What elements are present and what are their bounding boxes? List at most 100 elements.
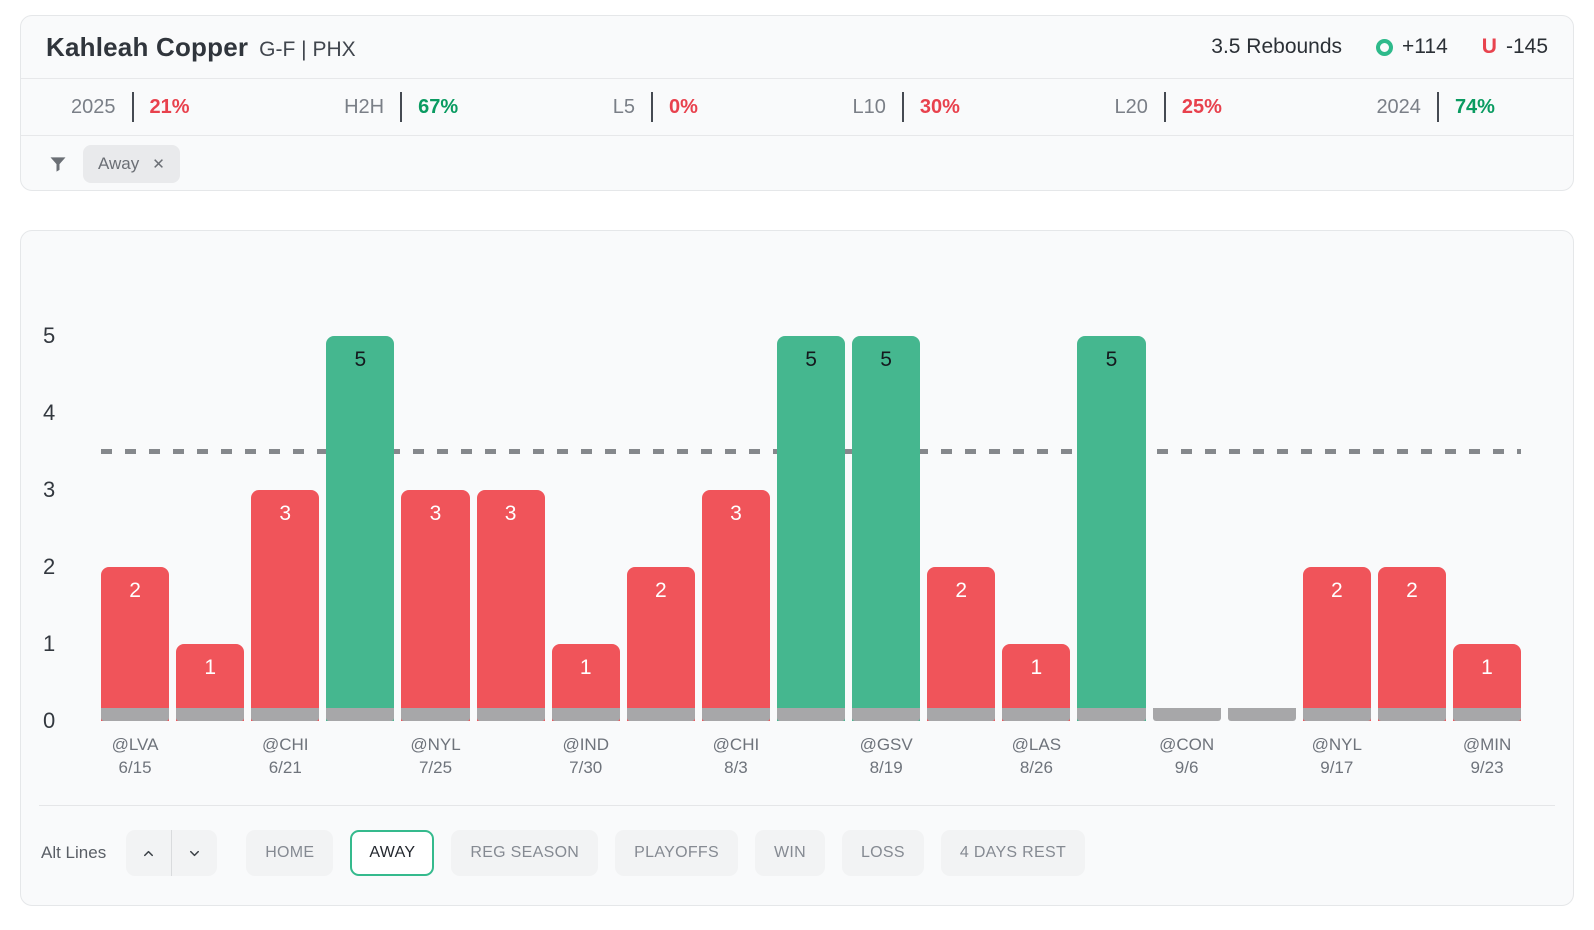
date-label bbox=[176, 756, 244, 779]
player-identity: Kahleah Copper G-F | PHX bbox=[46, 32, 356, 63]
game-bar-chi-6-21[interactable]: 3 bbox=[251, 271, 320, 721]
divider bbox=[39, 805, 1555, 806]
bar-segment: 2 bbox=[927, 567, 996, 721]
filter-row: Away ✕ bbox=[21, 136, 1573, 191]
y-axis: 0 1 2 3 4 5 bbox=[39, 271, 101, 733]
x-label-chi-6-21: @CHI 6/21 bbox=[251, 733, 319, 779]
bar-base bbox=[326, 708, 395, 721]
bar-base bbox=[1077, 708, 1146, 721]
bar-base bbox=[401, 708, 470, 721]
x-label-empty bbox=[477, 733, 545, 779]
game-bar-min-9-23[interactable]: 1 bbox=[1452, 271, 1522, 721]
filter-button-reg-season[interactable]: REG SEASON bbox=[451, 830, 599, 876]
split-l10: L10 30% bbox=[852, 92, 960, 122]
divider bbox=[21, 78, 1573, 79]
opponent-label bbox=[627, 733, 695, 756]
x-label-gsv-8-19: @GSV 8/19 bbox=[852, 733, 920, 779]
split-value: 67% bbox=[418, 95, 459, 118]
x-label-lva-6-15: @LVA 6/15 bbox=[101, 733, 169, 779]
over-odds-button[interactable]: +114 bbox=[1376, 35, 1448, 59]
date-label: 6/15 bbox=[118, 758, 152, 777]
y-tick-0: 0 bbox=[43, 708, 56, 733]
split-2024: 2024 74% bbox=[1376, 92, 1495, 122]
game-bar[interactable]: 3 bbox=[476, 271, 545, 721]
opponent-label: @GSV bbox=[859, 735, 913, 754]
game-bar[interactable]: 5 bbox=[1077, 271, 1146, 721]
bar-base bbox=[927, 708, 996, 721]
bar-segment: 2 bbox=[101, 567, 170, 721]
under-odds-value: -145 bbox=[1505, 35, 1548, 58]
opponent-label bbox=[477, 733, 545, 756]
filter-button-loss[interactable]: LOSS bbox=[841, 830, 924, 876]
split-l20: L20 25% bbox=[1114, 92, 1222, 122]
date-label bbox=[777, 756, 845, 779]
game-bar-gsv-8-19[interactable]: 5 bbox=[852, 271, 921, 721]
player-position-team: G-F | PHX bbox=[259, 37, 356, 61]
game-bar[interactable]: 2 bbox=[927, 271, 996, 721]
chip-close-icon[interactable]: ✕ bbox=[152, 155, 165, 173]
rebounds-bar-chart: 0 1 2 3 4 5 2 1 3 5 3 3 1 2 3 5 5 2 1 5 2 2 1 bbox=[39, 271, 1555, 733]
bar-segment: 5 bbox=[1077, 336, 1146, 721]
date-label: 8/3 bbox=[724, 758, 748, 777]
split-label: L20 bbox=[1114, 95, 1148, 118]
bar-base bbox=[101, 708, 170, 721]
split-separator bbox=[1163, 92, 1166, 122]
x-label-empty bbox=[326, 733, 394, 779]
bar-value-label: 2 bbox=[1330, 579, 1343, 602]
filter-button-away[interactable]: AWAY bbox=[350, 830, 435, 876]
date-label bbox=[326, 756, 394, 779]
game-bar-ind-7-30[interactable]: 1 bbox=[551, 271, 620, 721]
bar-value-label: 2 bbox=[955, 579, 968, 602]
bar-base bbox=[776, 708, 846, 721]
game-bar[interactable]: 2 bbox=[1377, 271, 1446, 721]
title-row: Kahleah Copper G-F | PHX 3.5 Rebounds +1… bbox=[21, 16, 1573, 78]
player-prop-card: Kahleah Copper G-F | PHX 3.5 Rebounds +1… bbox=[20, 15, 1574, 191]
alt-line-down-button[interactable] bbox=[172, 830, 217, 876]
prop-line-label: 3.5 Rebounds bbox=[1211, 35, 1343, 58]
bar-base bbox=[1227, 708, 1296, 721]
bar-value-label: 5 bbox=[354, 348, 367, 371]
date-label: 6/21 bbox=[268, 758, 302, 777]
game-bar-nyl-7-25[interactable]: 3 bbox=[401, 271, 470, 721]
filter-chip-away[interactable]: Away ✕ bbox=[83, 144, 180, 183]
game-bar-las-8-26[interactable]: 1 bbox=[1002, 271, 1071, 721]
bar-value-label: 5 bbox=[1105, 348, 1118, 371]
bar-value-label: 2 bbox=[129, 579, 141, 602]
date-label: 9/17 bbox=[1320, 758, 1354, 777]
game-bar[interactable]: 1 bbox=[176, 271, 245, 721]
opponent-label: @NYL bbox=[1311, 735, 1362, 754]
game-bar[interactable]: 5 bbox=[326, 271, 395, 721]
bar-value-label: 1 bbox=[579, 656, 592, 679]
game-bar[interactable]: 2 bbox=[626, 271, 695, 721]
game-bar-chi-8-3[interactable]: 3 bbox=[701, 271, 770, 721]
alt-line-up-button[interactable] bbox=[126, 830, 171, 876]
game-bar[interactable]: 5 bbox=[776, 271, 846, 721]
bar-value-label: 2 bbox=[1406, 579, 1418, 602]
filter-button-home[interactable]: HOME bbox=[246, 830, 334, 876]
filter-button-win[interactable]: WIN bbox=[754, 830, 825, 876]
game-bar[interactable] bbox=[1227, 271, 1296, 721]
filter-buttons-group: HOME AWAY REG SEASON PLAYOFFS WIN LOSS 4 DAYS … bbox=[246, 830, 1086, 876]
bar-base bbox=[1377, 708, 1446, 721]
split-label: L10 bbox=[852, 95, 886, 118]
filter-button-4-days-rest[interactable]: 4 DAYS REST bbox=[940, 830, 1086, 876]
opponent-label bbox=[1228, 733, 1296, 756]
bar-base bbox=[626, 708, 695, 721]
bar-segment: 2 bbox=[1302, 567, 1371, 721]
bar-base bbox=[251, 708, 320, 721]
date-label: 8/26 bbox=[1019, 758, 1053, 777]
y-tick-2: 2 bbox=[43, 554, 56, 579]
opponent-label bbox=[176, 733, 244, 756]
date-label: 9/23 bbox=[1470, 758, 1504, 777]
game-bar-nyl-9-17[interactable]: 2 bbox=[1302, 271, 1371, 721]
filter-button-playoffs[interactable]: PLAYOFFS bbox=[615, 830, 738, 876]
opponent-label bbox=[1378, 733, 1446, 756]
filter-chip-label: Away bbox=[98, 153, 140, 173]
game-bar-con-9-6[interactable] bbox=[1152, 271, 1221, 721]
opponent-label bbox=[777, 733, 845, 756]
game-bar-lva-6-15[interactable]: 2 bbox=[101, 271, 170, 721]
under-odds-button[interactable]: U -145 bbox=[1482, 35, 1548, 59]
date-label: 7/25 bbox=[418, 758, 453, 777]
bar-segment: 2 bbox=[626, 567, 695, 721]
